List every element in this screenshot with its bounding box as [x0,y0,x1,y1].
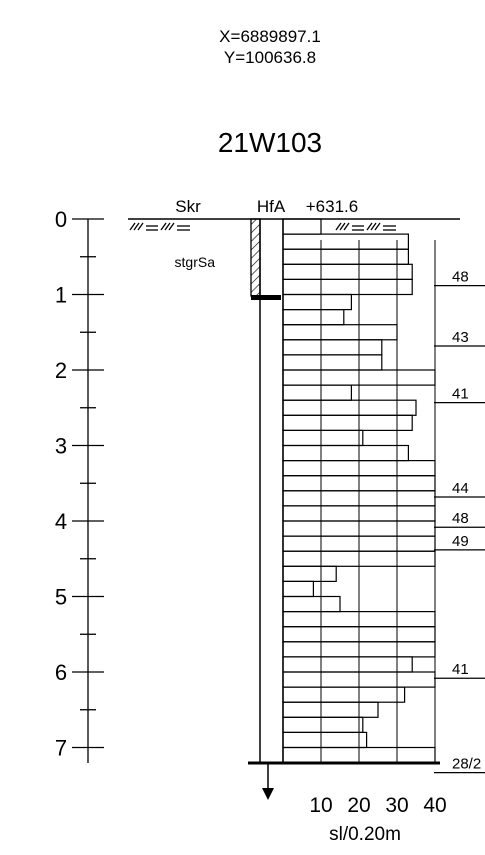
blow-count-bar [282,716,364,733]
right-value-label: 28/2 [452,756,481,773]
right-value-label: 41 [452,386,469,403]
blow-count-bar [282,324,398,341]
blow-count-bar [282,233,410,250]
sample-hatch [250,218,261,297]
right-side-values: 48 43 41 44 48 49 41 28/2 [434,269,485,774]
right-method-label: HfA [257,197,286,216]
x-tick-label: 30 [385,794,408,817]
down-arrow-icon [262,788,274,800]
blow-count-bar [282,731,368,749]
x-tick-label: 40 [423,794,446,817]
elevation-label: +631.6 [306,197,358,216]
blow-count-bar [282,429,364,447]
x-tick-label: 10 [309,794,332,817]
right-value-label: 48 [452,269,469,286]
point-id-title: 21W103 [218,127,322,158]
depth-tick-label: 2 [55,358,67,383]
blow-count-bar [282,218,322,235]
blow-count-bar [282,278,413,296]
x-axis-ticks: 10 20 30 40 [309,794,446,817]
right-value-label: 49 [452,533,469,550]
stop-marker [251,295,281,300]
blow-count-bar [282,309,345,326]
blow-count-bar [282,701,379,718]
x-tick-label: 20 [347,794,370,817]
soil-type-label: stgrSa [175,254,216,270]
borehole-column [248,218,440,800]
blow-count-bar [282,384,353,401]
blow-count-bar [282,354,383,371]
x-axis-label: sl/0.20m [329,824,401,845]
blow-count-bar [282,444,410,462]
blow-count-bar [282,248,410,265]
ground-hatch-right [335,222,396,231]
right-value-label: 41 [452,661,469,678]
blow-count-bar [282,595,341,613]
right-value-label: 44 [452,480,469,497]
bar-gridlines [320,240,436,763]
depth-axis: 0 1 2 3 4 5 6 7 [55,207,104,763]
blow-count-bar [282,293,353,311]
blow-count-bar [282,399,417,416]
blow-count-bar [282,656,413,673]
blow-count-bar [282,414,413,431]
coord-x: X=6889897.1 [219,27,321,46]
coordinates-block: X=6889897.1 Y=100636.8 [219,27,321,67]
blow-count-bar [282,686,406,703]
right-value-label: 43 [452,329,469,346]
depth-tick-label: 0 [55,207,67,232]
header-row: Skr HfA +631.6 [128,197,460,231]
blow-count-bar [282,263,413,280]
ground-hatch-left [129,222,190,231]
depth-tick-label: 4 [55,509,67,534]
depth-tick-label: 7 [55,736,67,761]
depth-tick-label: 6 [55,660,67,685]
blow-count-bar [282,339,383,356]
blow-count-bar [282,580,314,598]
depth-tick-label: 3 [55,434,67,459]
blow-count-bar [282,565,337,582]
depth-tick-label: 5 [55,585,67,610]
right-value-label: 48 [452,510,469,527]
left-method-label: Skr [175,197,201,216]
coord-y: Y=100636.8 [224,48,316,67]
depth-tick-label: 1 [55,283,67,308]
